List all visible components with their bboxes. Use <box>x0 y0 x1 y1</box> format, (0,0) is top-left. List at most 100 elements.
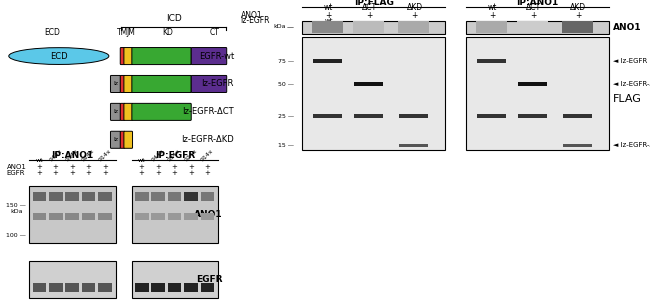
Bar <box>135 192 149 201</box>
Text: lz: lz <box>113 81 118 87</box>
Bar <box>518 82 547 86</box>
Text: ECD: ECD <box>44 28 60 37</box>
Text: Iz-EGFR-ΔCT: Iz-EGFR-ΔCT <box>183 107 234 116</box>
Bar <box>151 283 165 293</box>
Text: 100 —: 100 — <box>6 233 27 238</box>
Text: lz: lz <box>113 137 118 142</box>
Bar <box>184 213 198 220</box>
Text: kDa: kDa <box>10 209 22 214</box>
Text: ◄ Iz-EGFR: ◄ Iz-EGFR <box>613 58 647 64</box>
FancyBboxPatch shape <box>124 131 133 148</box>
Text: ANO1: ANO1 <box>6 165 27 170</box>
Text: 914x: 914x <box>98 148 112 163</box>
Bar <box>201 213 214 220</box>
Text: IP:ANO1: IP:ANO1 <box>516 0 558 7</box>
Bar <box>201 192 214 201</box>
Text: 75 —: 75 — <box>278 59 294 64</box>
FancyBboxPatch shape <box>120 131 125 148</box>
Text: +: + <box>155 170 161 176</box>
Text: 934x: 934x <box>65 148 79 163</box>
Text: ICD: ICD <box>166 14 181 23</box>
Bar <box>517 21 547 33</box>
FancyBboxPatch shape <box>120 76 125 92</box>
Text: +: + <box>367 11 372 20</box>
Text: wt: wt <box>324 3 333 12</box>
Bar <box>398 21 429 33</box>
Bar <box>49 283 62 293</box>
Text: wt: wt <box>138 158 146 163</box>
Bar <box>131 186 218 243</box>
Text: CT: CT <box>210 28 220 37</box>
Bar <box>399 114 428 118</box>
Bar <box>32 213 46 220</box>
FancyBboxPatch shape <box>111 76 120 92</box>
Text: +: + <box>138 170 144 176</box>
Text: ◄ Iz-EGFR-ΔCT: ◄ Iz-EGFR-ΔCT <box>613 81 650 87</box>
Text: 50 —: 50 — <box>278 82 294 87</box>
Text: IP:ANO1: IP:ANO1 <box>51 151 94 160</box>
Bar <box>563 144 592 147</box>
FancyBboxPatch shape <box>191 47 227 65</box>
Text: FLAG: FLAG <box>613 95 642 104</box>
Bar <box>151 213 165 220</box>
FancyBboxPatch shape <box>111 131 120 148</box>
Text: +: + <box>172 170 177 176</box>
Text: +: + <box>36 170 42 176</box>
Text: +: + <box>575 11 582 20</box>
Text: +: + <box>53 165 58 170</box>
Text: 914x: 914x <box>200 148 214 163</box>
Text: +: + <box>155 165 161 170</box>
Bar <box>168 192 181 201</box>
Bar <box>477 114 506 118</box>
Text: +: + <box>85 165 92 170</box>
FancyBboxPatch shape <box>132 103 191 120</box>
Text: ΔCT: ΔCT <box>362 3 377 12</box>
Bar <box>399 144 428 147</box>
FancyBboxPatch shape <box>124 47 133 65</box>
Bar <box>29 261 116 298</box>
Text: ΔCT: ΔCT <box>526 3 541 12</box>
Text: IP:FLAG: IP:FLAG <box>354 0 393 7</box>
Text: TM: TM <box>118 28 129 37</box>
Text: +: + <box>188 170 194 176</box>
Bar <box>168 283 181 293</box>
Bar <box>465 21 609 34</box>
Text: +: + <box>138 165 144 170</box>
FancyBboxPatch shape <box>124 76 133 92</box>
Bar <box>476 21 507 33</box>
Text: ANO1: ANO1 <box>194 210 222 219</box>
FancyBboxPatch shape <box>132 47 191 65</box>
Text: +: + <box>172 165 177 170</box>
Text: +: + <box>85 170 92 176</box>
Bar <box>135 283 149 293</box>
Bar <box>135 213 149 220</box>
FancyBboxPatch shape <box>124 103 133 120</box>
Bar <box>82 283 96 293</box>
Text: ◄ Iz-EGFR-ΔKD: ◄ Iz-EGFR-ΔKD <box>613 142 650 148</box>
Text: wt: wt <box>324 18 333 24</box>
Text: ECD: ECD <box>50 51 68 61</box>
Bar <box>98 283 112 293</box>
Text: IP:EGFR: IP:EGFR <box>155 151 195 160</box>
Text: 924x: 924x <box>183 148 198 163</box>
Text: +: + <box>102 165 108 170</box>
Text: Iz-EGFR: Iz-EGFR <box>240 16 270 25</box>
Text: 15 —: 15 — <box>278 143 294 148</box>
Text: lz: lz <box>113 109 118 114</box>
Bar <box>562 21 593 33</box>
Bar <box>201 283 214 293</box>
Text: ΔKD: ΔKD <box>406 3 422 12</box>
Text: +: + <box>53 170 58 176</box>
Text: +: + <box>411 11 418 20</box>
Bar <box>354 114 383 118</box>
Bar <box>29 186 116 243</box>
Bar <box>354 82 383 86</box>
Bar <box>313 59 343 63</box>
Bar <box>184 283 198 293</box>
Text: +: + <box>69 170 75 176</box>
Bar <box>302 21 445 34</box>
Bar <box>465 37 609 150</box>
Bar <box>82 213 96 220</box>
Bar <box>313 114 343 118</box>
Text: EGFR: EGFR <box>6 170 25 176</box>
